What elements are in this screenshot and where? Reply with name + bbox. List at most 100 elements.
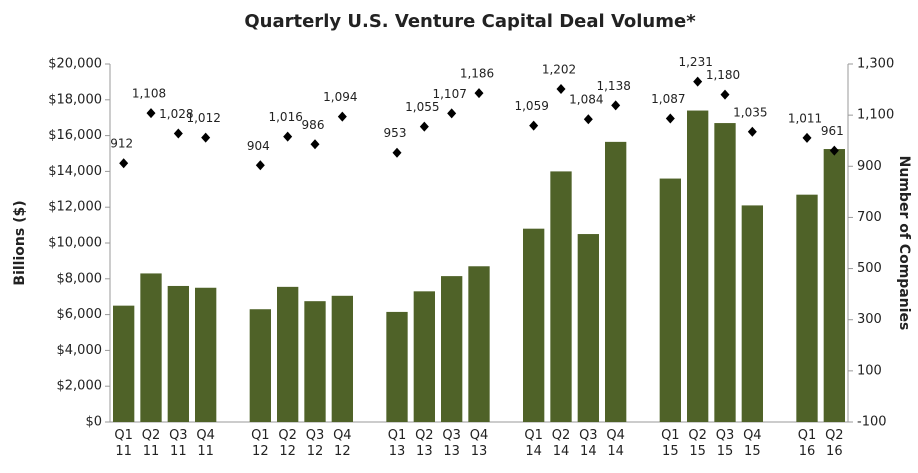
y-tick-label: $18,000	[48, 92, 102, 107]
data-label: 1,011	[788, 111, 822, 125]
x-tick-label: Q2 14	[551, 428, 571, 459]
data-label: 986	[302, 118, 325, 132]
bar	[468, 266, 490, 422]
point	[283, 131, 293, 142]
data-label: 1,035	[733, 105, 767, 119]
bar	[167, 285, 189, 422]
y2-tick-label: 900	[857, 159, 882, 174]
point	[802, 132, 812, 143]
data-label: 1,231	[678, 55, 712, 69]
point	[173, 128, 183, 139]
y2-tick-label: 100	[857, 363, 882, 378]
x-tick-label: Q4 12	[333, 428, 352, 459]
bar	[277, 286, 299, 422]
data-label: 1,016	[268, 110, 302, 124]
y2-tick-label: -100	[857, 415, 887, 430]
bar	[687, 110, 709, 422]
point	[829, 145, 839, 156]
x-tick-label: Q4 13	[469, 428, 489, 459]
point	[665, 113, 675, 124]
bar	[249, 309, 271, 422]
x-tick-label: Q2 13	[415, 428, 434, 459]
x-tick-label: Q1 13	[387, 428, 407, 459]
x-tick-label: Q3 11	[169, 428, 188, 459]
x-tick-label: Q3 15	[715, 428, 735, 459]
x-tick-label: Q2 15	[688, 428, 707, 459]
bar	[140, 273, 162, 422]
data-label: 1,055	[405, 100, 439, 114]
data-label: 1,084	[569, 93, 603, 107]
point	[201, 132, 211, 143]
point	[720, 89, 730, 100]
x-tick-label: Q1 12	[251, 428, 270, 459]
bar	[796, 194, 818, 422]
point	[392, 147, 402, 158]
data-label: 912	[110, 137, 133, 151]
y2-axis-label: Number of Companies	[896, 156, 912, 331]
point	[747, 126, 757, 137]
point	[556, 84, 566, 95]
bar	[659, 178, 681, 422]
x-tick-label: Q1 16	[797, 428, 817, 459]
y-tick-label: $14,000	[48, 164, 102, 179]
y-tick-label: $6,000	[57, 307, 103, 322]
bar	[741, 205, 763, 422]
chart-title: Quarterly U.S. Venture Capital Deal Volu…	[244, 11, 696, 32]
point	[119, 158, 129, 169]
y-axis-label: Billions ($)	[12, 200, 28, 285]
x-tick-label: Q2 16	[825, 428, 844, 459]
point	[447, 108, 457, 119]
data-label: 1,107	[432, 87, 466, 101]
point	[693, 76, 703, 87]
y-tick-label: $4,000	[57, 343, 103, 358]
bar	[523, 228, 545, 422]
y-tick-label: $10,000	[48, 236, 102, 251]
point	[337, 111, 347, 122]
data-label: 1,028	[159, 107, 193, 121]
data-label: 961	[821, 124, 844, 138]
bar	[441, 276, 463, 422]
bar	[550, 171, 572, 422]
y-tick-label: $16,000	[48, 128, 102, 143]
x-tick-label: Q4 14	[606, 428, 625, 459]
bar	[304, 301, 326, 422]
point	[255, 160, 265, 171]
point	[146, 108, 156, 119]
data-label: 1,087	[651, 92, 685, 106]
data-label: 1,094	[323, 90, 357, 104]
y-tick-label: $8,000	[57, 271, 103, 286]
x-tick-label: Q1 11	[114, 428, 133, 459]
bar	[113, 305, 135, 422]
bar	[195, 287, 217, 422]
point	[611, 100, 621, 111]
data-label: 953	[384, 126, 407, 140]
x-tick-label: Q4 15	[743, 428, 762, 459]
bar	[331, 295, 353, 422]
point	[310, 139, 320, 150]
data-label: 1,012	[186, 111, 220, 125]
x-tick-label: Q3 14	[579, 428, 598, 459]
data-label: 1,180	[706, 68, 740, 82]
x-tick-label: Q4 11	[196, 428, 215, 459]
y2-tick-label: 300	[857, 312, 882, 327]
x-tick-label: Q2 11	[141, 428, 161, 459]
y2-tick-label: 1,300	[857, 57, 894, 72]
bar	[714, 123, 736, 422]
bar	[605, 141, 627, 423]
data-label: 1,202	[542, 63, 576, 77]
data-label: 1,138	[596, 79, 630, 93]
data-label: 1,186	[460, 67, 494, 81]
x-tick-label: Q2 12	[278, 428, 297, 459]
y-tick-label: $0	[85, 415, 102, 430]
y-tick-label: $2,000	[57, 379, 103, 394]
point	[529, 120, 539, 131]
bar	[386, 311, 408, 422]
bar	[413, 291, 435, 422]
x-tick-label: Q3 12	[305, 428, 325, 459]
data-label: 904	[247, 139, 270, 153]
x-tick-label: Q1 14	[524, 428, 543, 459]
point	[419, 121, 429, 132]
y2-tick-label: 500	[857, 261, 882, 276]
